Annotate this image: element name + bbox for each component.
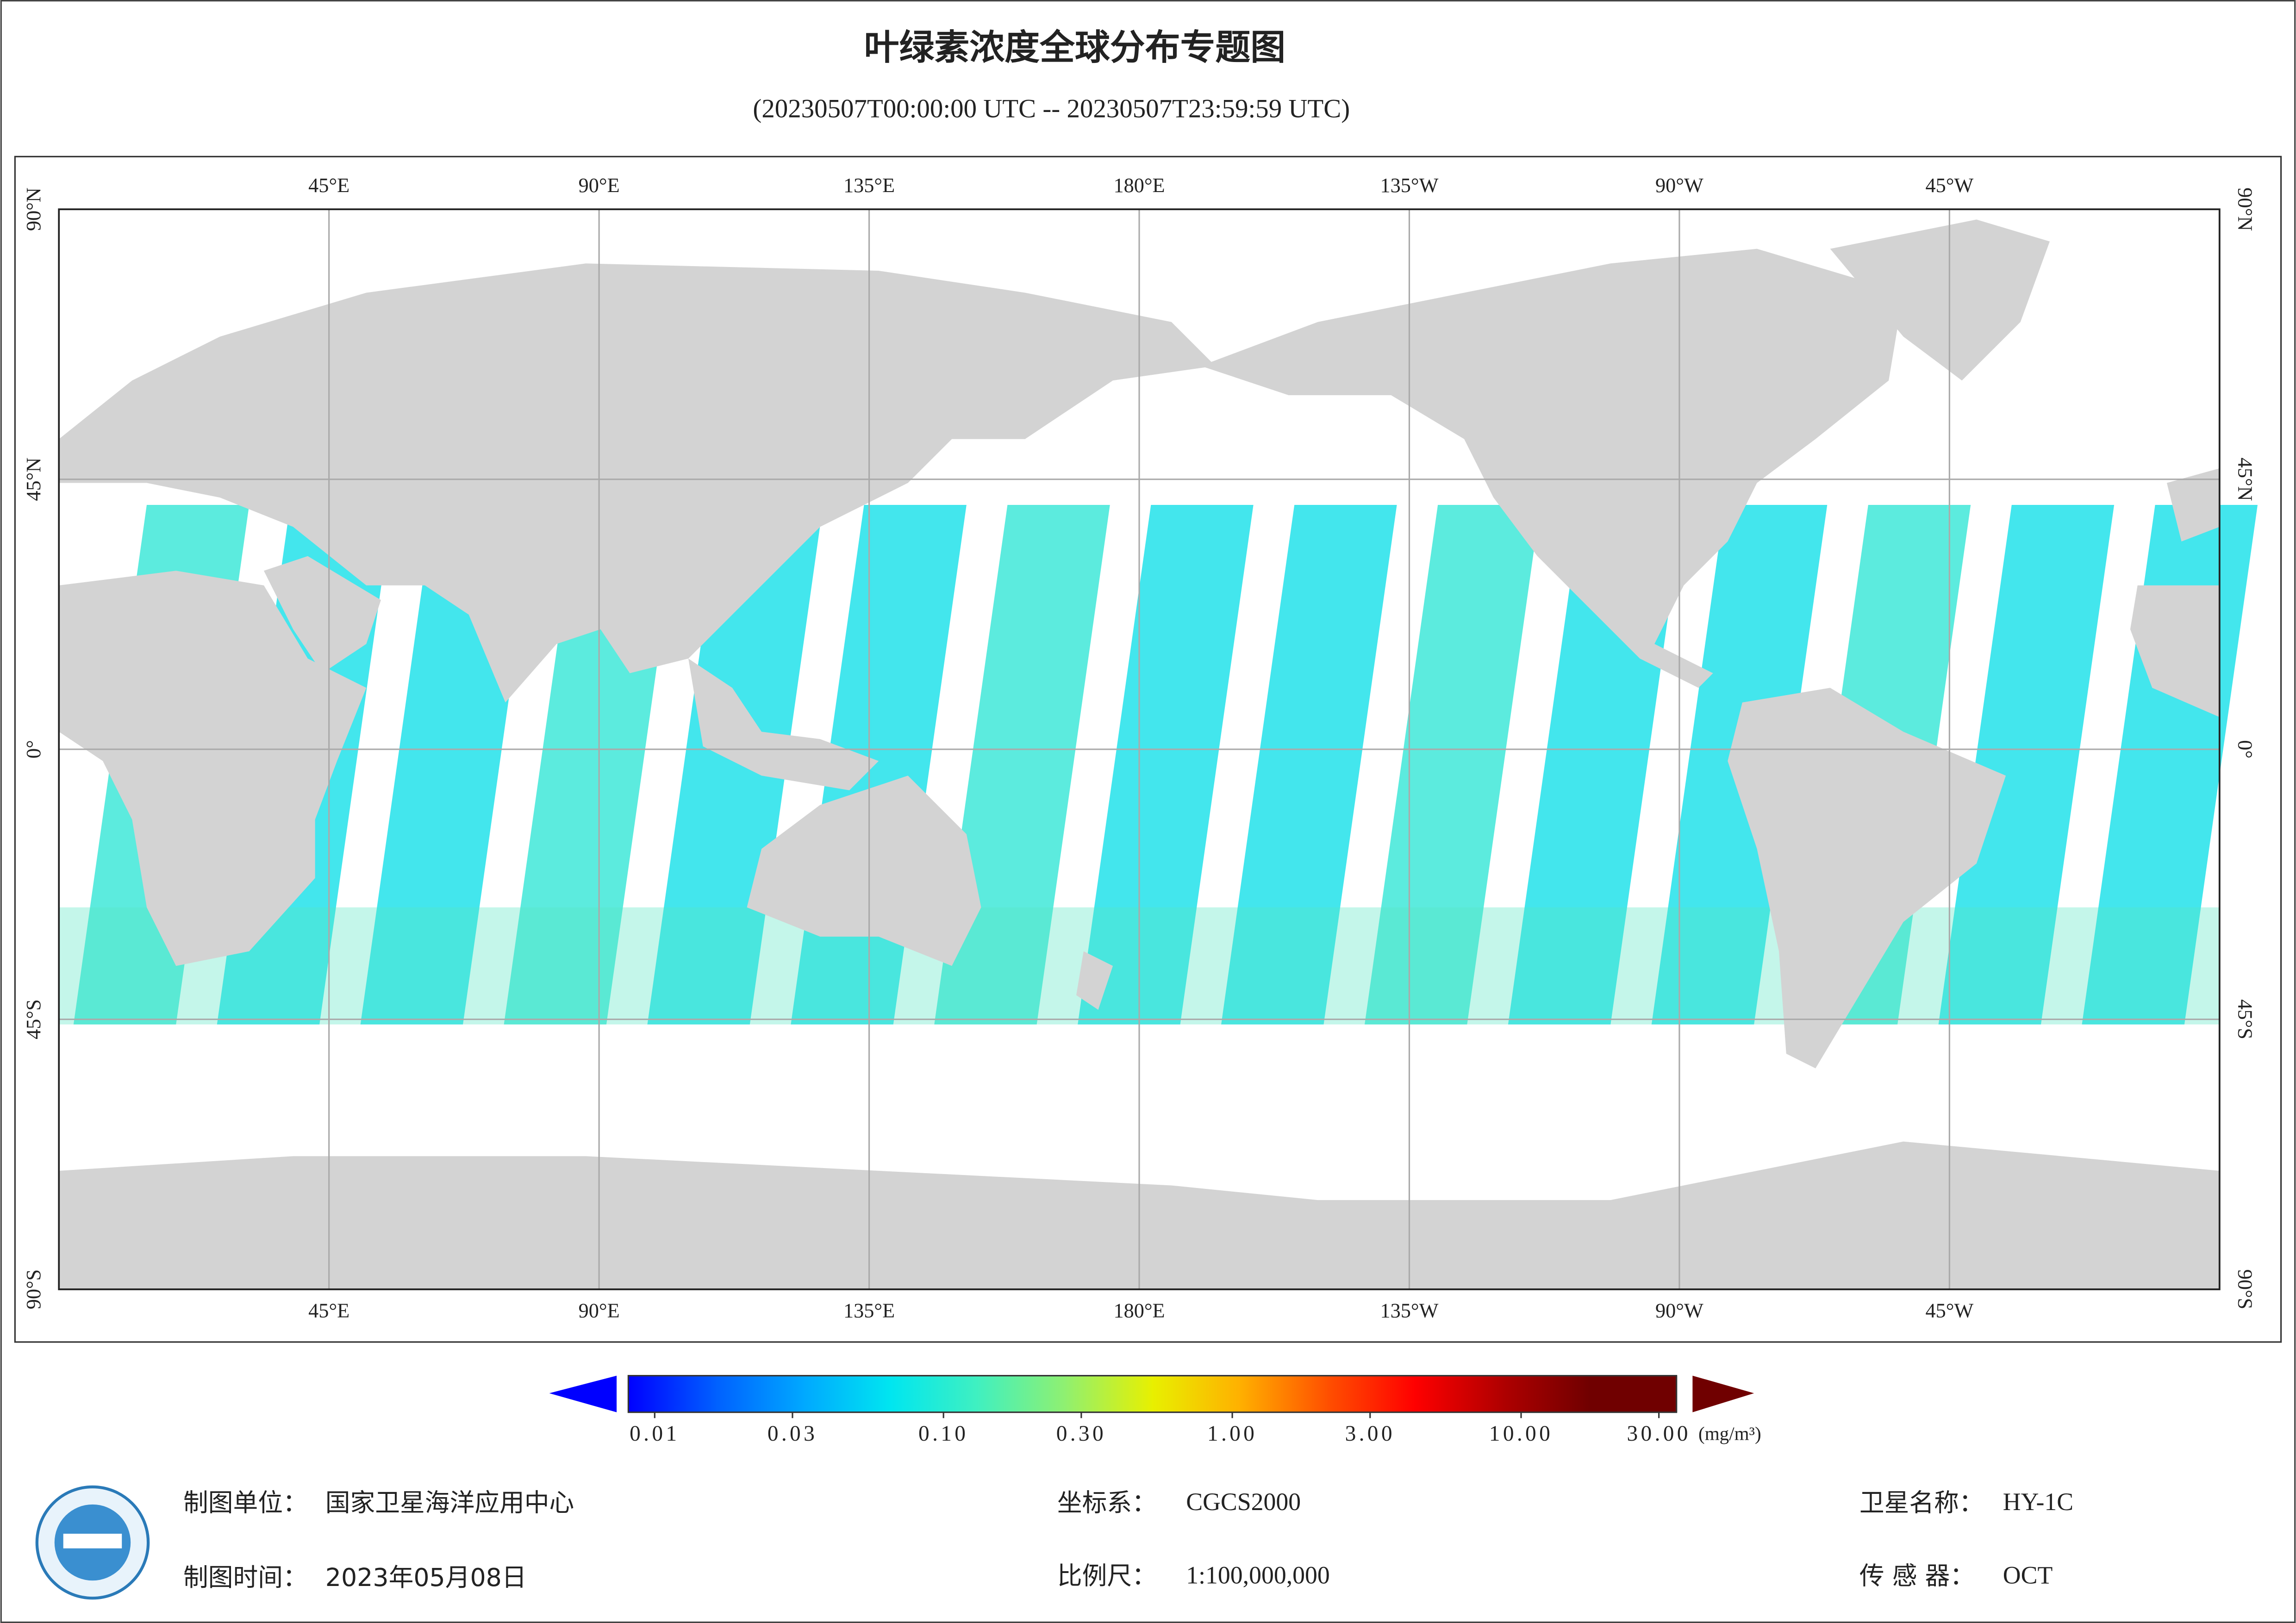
landmass	[1200, 249, 1903, 688]
colorbar-segment	[1502, 1375, 1590, 1412]
footer-value: HY-1C	[2003, 1488, 2073, 1516]
colorbar-high-arrow	[1692, 1375, 1754, 1412]
footer-value: OCT	[2003, 1561, 2053, 1589]
swath	[1938, 504, 2115, 1025]
colorbar-low-arrow	[549, 1375, 617, 1412]
lon-label: 135°E	[843, 174, 895, 197]
colorbar-segment	[1327, 1375, 1416, 1412]
lat-label: 90°N	[22, 187, 45, 231]
swath	[1221, 504, 1397, 1025]
map-frame	[14, 155, 2282, 1343]
lon-label: 135°W	[1380, 1300, 1439, 1322]
lon-label: 45°E	[308, 174, 349, 197]
footer-value: 2023年05月08日	[325, 1563, 527, 1592]
footer-value: 1:100,000,000	[1186, 1561, 1330, 1589]
colorbar-tick-label: 30.00	[1627, 1422, 1691, 1446]
swath	[1078, 504, 1254, 1025]
colorbar-segment	[978, 1375, 1066, 1412]
lon-label: 135°W	[1380, 174, 1439, 197]
map-border	[58, 208, 2221, 1290]
lat-label: 45°S	[2234, 999, 2256, 1039]
footer-label: 坐标系：	[1057, 1488, 1157, 1517]
logo-satellite	[63, 1534, 122, 1548]
colorbar-tick-label: 1.00	[1207, 1422, 1257, 1446]
lon-label: 90°W	[1655, 1300, 1703, 1322]
colorbar-segment	[890, 1375, 979, 1412]
colorbar-segment	[803, 1375, 892, 1412]
colorbar-tick-label: 0.01	[630, 1422, 680, 1446]
footer-value: 国家卫星海洋应用中心	[325, 1488, 574, 1517]
colorbar-tick-label: 0.03	[767, 1422, 817, 1446]
lat-label: 90°S	[2234, 1269, 2256, 1310]
lon-label: 45°W	[1925, 174, 1973, 197]
colorbar-segment	[1589, 1375, 1678, 1412]
lat-label: 90°N	[2234, 187, 2256, 231]
lon-label: 180°E	[1113, 1300, 1165, 1322]
landmass	[688, 659, 879, 790]
colorbar-segment	[1240, 1375, 1328, 1412]
landmass	[1830, 219, 2050, 381]
landmass	[747, 776, 981, 966]
lat-label: 45°S	[22, 999, 45, 1039]
landmass	[1728, 688, 2006, 1069]
landmass	[2130, 585, 2220, 717]
landmass	[59, 571, 367, 966]
colorbar: 0.01 0.03 0.10 0.30 1.00 3.00 10.00 30.00 (mg/m³…	[549, 1374, 1761, 1446]
lon-label: 180°E	[1113, 174, 1165, 197]
colorbar-segment	[1414, 1375, 1503, 1412]
colorbar-segment	[628, 1375, 717, 1412]
colorbar-segment	[1152, 1375, 1241, 1412]
lon-label: 45°E	[308, 1300, 349, 1322]
logo	[35, 1485, 150, 1600]
lon-label: 90°E	[579, 174, 620, 197]
lat-label: 0°	[22, 740, 45, 759]
title: 叶绿素浓度全球分布专题图	[864, 27, 1286, 68]
footer-label: 传 感 器：	[1859, 1561, 1975, 1591]
colorbar-tick-label: 10.00	[1489, 1422, 1553, 1446]
colorbar-segment	[716, 1375, 804, 1412]
colorbar-tick-label: 3.00	[1345, 1422, 1395, 1446]
colorbar-tick-label: 0.30	[1056, 1422, 1106, 1446]
lon-label: 90°E	[579, 1300, 620, 1322]
footer-label: 卫星名称：	[1859, 1488, 1984, 1517]
swath	[647, 504, 823, 1025]
landmass	[2166, 468, 2220, 542]
footer-value: CGCS2000	[1186, 1488, 1301, 1516]
subtitle: (20230507T00:00:00 UTC -- 20230507T23:59…	[753, 94, 1350, 123]
colorbar-outline	[627, 1374, 1678, 1413]
landmass	[1076, 951, 1113, 1010]
lon-label: 90°W	[1655, 174, 1703, 197]
colorbar-unit: (mg/m³)	[1698, 1423, 1761, 1445]
lon-label: 45°W	[1925, 1300, 1973, 1322]
lat-label: 90°S	[22, 1269, 45, 1310]
footer-label: 制图时间：	[183, 1563, 308, 1592]
lat-label: 0°	[2234, 740, 2256, 759]
landmass	[263, 556, 381, 673]
lat-label: 45°N	[22, 458, 45, 501]
graticule: 45°E 45°E 90°E 90°E 135°E 135°E 180°E 180°E 135°…	[22, 174, 2256, 1322]
colorbar-segment	[1065, 1375, 1154, 1412]
footer-label: 制图单位：	[183, 1488, 308, 1517]
footer-label: 比例尺：	[1057, 1561, 1157, 1591]
lat-label: 45°N	[2234, 458, 2256, 501]
lon-label: 135°E	[843, 1300, 895, 1322]
colorbar-tick-label: 0.10	[918, 1422, 968, 1446]
landmass	[59, 263, 1216, 703]
